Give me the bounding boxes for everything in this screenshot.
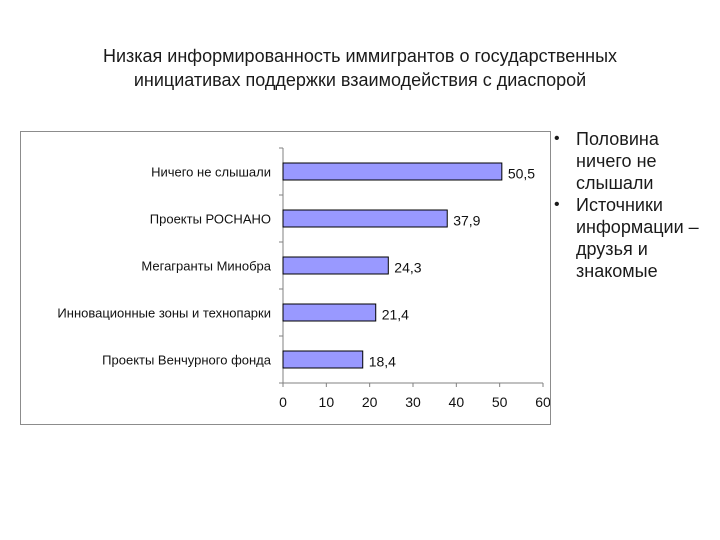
- bullet-dot-icon: •: [554, 130, 560, 147]
- x-tick-label: 50: [492, 394, 508, 410]
- bar: [282, 350, 364, 369]
- bar: [282, 303, 377, 322]
- x-tick-label: 20: [362, 394, 378, 410]
- data-label: 18,4: [369, 354, 396, 370]
- data-label: 37,9: [453, 213, 480, 229]
- title-line-1: Низкая информированность иммигрантов о г…: [102, 46, 618, 66]
- bar: [282, 162, 503, 181]
- slide-title: Низкая информированность иммигрантов о г…: [40, 44, 680, 92]
- category-label: Мегагранты Минобра: [141, 259, 271, 274]
- data-label: 24,3: [394, 260, 421, 276]
- bar-chart: 0 10 20 30 40 50 60 Ничего не слышали 50,5 Проект…: [57, 147, 550, 410]
- chart-frame: 0 10 20 30 40 50 60 Ничего не слышали 50,5 Проект…: [20, 131, 551, 425]
- data-label: 21,4: [382, 307, 409, 323]
- category-label: Проекты Венчурного фонда: [102, 353, 272, 368]
- bar: [282, 209, 448, 228]
- x-tick-label: 40: [449, 394, 465, 410]
- bullet-text: Половина ничего не слышали: [576, 129, 659, 193]
- data-label: 50,5: [508, 166, 535, 182]
- bullet-text: Источники информации – друзья и знакомые: [576, 195, 699, 281]
- x-tick-label: 10: [319, 394, 335, 410]
- x-tick-label: 0: [279, 394, 287, 410]
- bullet-dot-icon: •: [554, 196, 560, 213]
- bullet-list: • Половина ничего не слышали • Источники…: [548, 128, 718, 282]
- category-label: Ничего не слышали: [151, 165, 271, 180]
- x-tick-label: 60: [535, 394, 550, 410]
- x-tick-label: 30: [405, 394, 421, 410]
- title-line-2: инициативах поддержки взаимодействия с д…: [133, 70, 587, 90]
- bar: [282, 256, 389, 275]
- bullet-item: • Источники информации – друзья и знаком…: [548, 194, 718, 282]
- category-label: Проекты РОСНАНО: [150, 212, 271, 227]
- category-label: Инновационные зоны и технопарки: [57, 306, 271, 321]
- bullet-item: • Половина ничего не слышали: [548, 128, 718, 194]
